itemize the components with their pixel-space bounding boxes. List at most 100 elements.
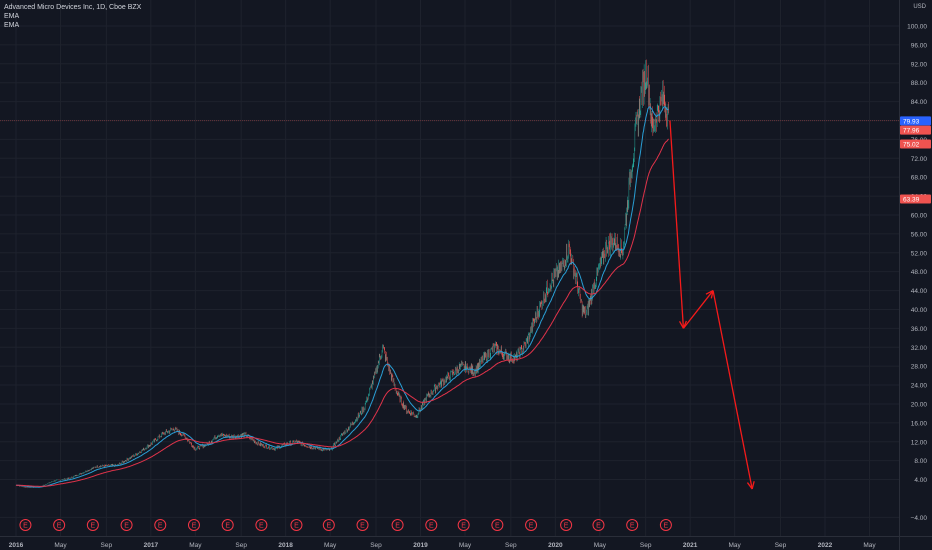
earnings-label: E — [529, 523, 534, 530]
projection-segment — [682, 290, 714, 329]
price-label-bg — [900, 139, 931, 149]
earnings-label: E — [57, 523, 62, 530]
x-tick-label: 2018 — [278, 542, 293, 549]
y-tick-label: 100.00 — [907, 24, 927, 31]
price-label-text: 75.02 — [903, 142, 920, 149]
price-label-bg — [900, 116, 931, 126]
y-tick-label: 68.00 — [911, 175, 928, 182]
y-tick-label: 72.00 — [911, 156, 928, 163]
price-label: 75.02 — [900, 139, 931, 149]
y-tick-label: −4.00 — [911, 515, 928, 522]
earnings-circle — [53, 519, 66, 531]
symbol-title[interactable]: Advanced Micro Devices Inc, 1D, Cboe BZX — [4, 4, 142, 11]
y-tick-label: 84.00 — [911, 99, 928, 106]
earnings-circle — [255, 519, 268, 531]
earnings-label: E — [91, 523, 96, 530]
price-label-bg — [900, 194, 931, 204]
projection-segment — [669, 120, 685, 329]
y-tick-label: 28.00 — [911, 364, 928, 371]
earnings-marker: E — [560, 519, 573, 531]
earnings-circle — [659, 519, 672, 531]
earnings-label: E — [225, 523, 230, 530]
ema-fast-line — [16, 106, 669, 488]
price-label-bg — [900, 125, 931, 135]
x-tick-label: 2017 — [144, 542, 159, 549]
ema-fast-label[interactable]: EMA — [4, 13, 20, 20]
earnings-marker: E — [425, 519, 438, 531]
earnings-circle — [391, 519, 404, 531]
x-tick-label: 2020 — [548, 542, 563, 549]
projection-drawing — [669, 120, 755, 490]
y-tick-label: 96.00 — [911, 42, 928, 49]
x-tick-label: 2021 — [683, 542, 698, 549]
y-tick-label: 52.00 — [911, 250, 928, 257]
earnings-circle — [525, 519, 538, 531]
x-tick-label: Sep — [370, 542, 382, 549]
price-label-text: 77.96 — [903, 128, 920, 135]
x-tick-label: 2019 — [413, 542, 428, 549]
earnings-marker: E — [626, 519, 639, 531]
earnings-circle — [19, 519, 32, 531]
earnings-circle — [221, 519, 234, 531]
y-tick-label: 48.00 — [911, 269, 928, 276]
earnings-label: E — [294, 523, 299, 530]
y-tick-label: 16.00 — [911, 420, 928, 427]
earnings-label: E — [664, 523, 669, 530]
x-tick-label: 2022 — [818, 542, 833, 549]
earnings-marker: E — [356, 519, 369, 531]
earnings-marker: E — [391, 519, 404, 531]
y-tick-label: 36.00 — [911, 326, 928, 333]
y-tick-label: 20.00 — [911, 401, 928, 408]
grid — [0, 0, 899, 536]
x-tick-label: Sep — [101, 542, 113, 549]
earnings-circle — [457, 519, 470, 531]
earnings-marker: E — [221, 519, 234, 531]
earnings-label: E — [596, 523, 601, 530]
price-label-text: 79.93 — [903, 118, 920, 125]
earnings-label: E — [395, 523, 400, 530]
earnings-marker: E — [491, 519, 504, 531]
earnings-marker: E — [53, 519, 66, 531]
y-tick-label: 88.00 — [911, 80, 928, 87]
earnings-circle — [86, 519, 99, 531]
earnings-label: E — [192, 523, 197, 530]
y-tick-label: 40.00 — [911, 307, 928, 314]
earnings-circle — [322, 519, 335, 531]
projection-segment — [712, 290, 753, 490]
y-tick-label: 56.00 — [911, 231, 928, 238]
earnings-marker: E — [86, 519, 99, 531]
earnings-marker: E — [187, 519, 200, 531]
y-tick-label: 60.00 — [911, 212, 928, 219]
earnings-marker: E — [19, 519, 32, 531]
earnings-circle — [120, 519, 133, 531]
price-label: 63.39 — [900, 194, 931, 204]
y-tick-label: 24.00 — [911, 383, 928, 390]
earnings-circle — [560, 519, 573, 531]
x-tick-label: May — [594, 542, 607, 549]
earnings-marker: E — [592, 519, 605, 531]
projection-arrowhead — [746, 482, 753, 490]
earnings-label: E — [23, 523, 28, 530]
earnings-circle — [356, 519, 369, 531]
x-tick-label: Sep — [640, 542, 652, 549]
ema-slow-label[interactable]: EMA — [4, 22, 20, 29]
y-tick-label: 12.00 — [911, 439, 928, 446]
earnings-marker: E — [154, 519, 167, 531]
earnings-label: E — [564, 523, 569, 530]
earnings-label: E — [360, 523, 365, 530]
earnings-label: E — [429, 523, 434, 530]
price-label-text: 63.39 — [903, 196, 920, 203]
earnings-label: E — [158, 523, 163, 530]
price-label: 79.93 — [900, 116, 931, 126]
earnings-marker: E — [659, 519, 672, 531]
earnings-marker: E — [290, 519, 303, 531]
y-tick-label: 8.00 — [914, 458, 927, 465]
price-label: 77.96 — [900, 125, 931, 135]
earnings-circle — [491, 519, 504, 531]
currency-label[interactable]: USD — [913, 4, 926, 10]
x-tick-label: May — [863, 542, 876, 549]
x-tick-label: May — [459, 542, 472, 549]
earnings-marker: E — [457, 519, 470, 531]
